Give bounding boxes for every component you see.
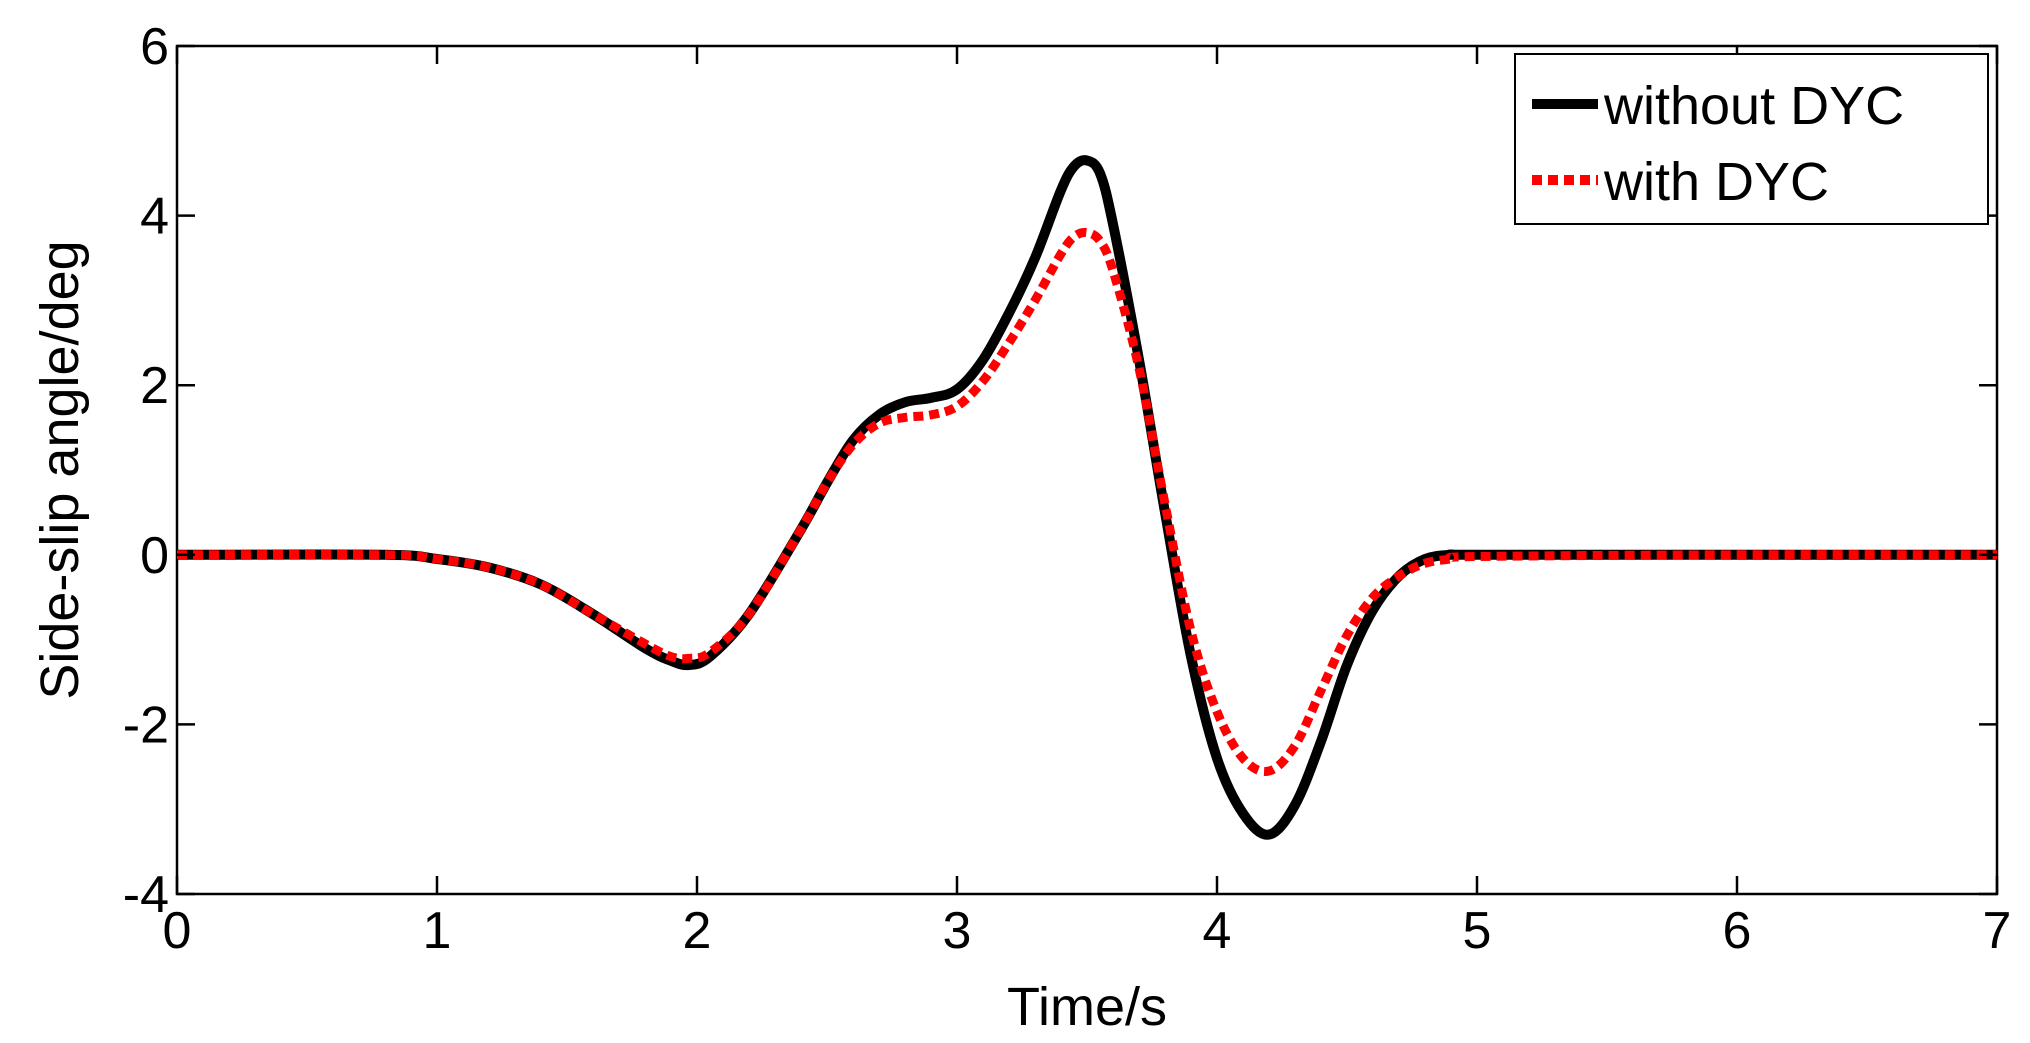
x-tick-label: 5 — [1463, 902, 1492, 960]
y-tick-label: 6 — [140, 18, 169, 76]
x-tick-label: 4 — [1203, 902, 1232, 960]
x-tick-label: 2 — [683, 902, 712, 960]
legend-label-without-dyc: without DYC — [1603, 76, 1904, 136]
y-tick-label: 4 — [140, 188, 169, 246]
series-layer — [177, 155, 1997, 840]
x-tick-label: 7 — [1983, 902, 2012, 960]
legend-label-with-dyc: with DYC — [1603, 152, 1829, 212]
series-line-with-dyc — [177, 227, 1997, 776]
y-tick-label: -4 — [123, 866, 169, 924]
y-tick-label: 2 — [140, 357, 169, 415]
x-axis-title: Time/s — [1007, 977, 1167, 1037]
legend-box — [1514, 53, 1989, 225]
y-tick-label: 0 — [140, 527, 169, 585]
ticks-layer — [175, 44, 1999, 896]
legend: without DYC with DYC — [1514, 53, 1989, 225]
y-axis-title: Side-slip angle/deg — [30, 240, 90, 699]
y-tick-label: -2 — [123, 696, 169, 754]
tick-labels: 0 1 2 3 4 5 6 7 -4 -2 0 2 4 6 — [123, 18, 2012, 960]
x-tick-label: 0 — [163, 902, 192, 960]
x-tick-label: 6 — [1723, 902, 1752, 960]
x-tick-label: 3 — [943, 902, 972, 960]
x-tick-label: 1 — [423, 902, 452, 960]
